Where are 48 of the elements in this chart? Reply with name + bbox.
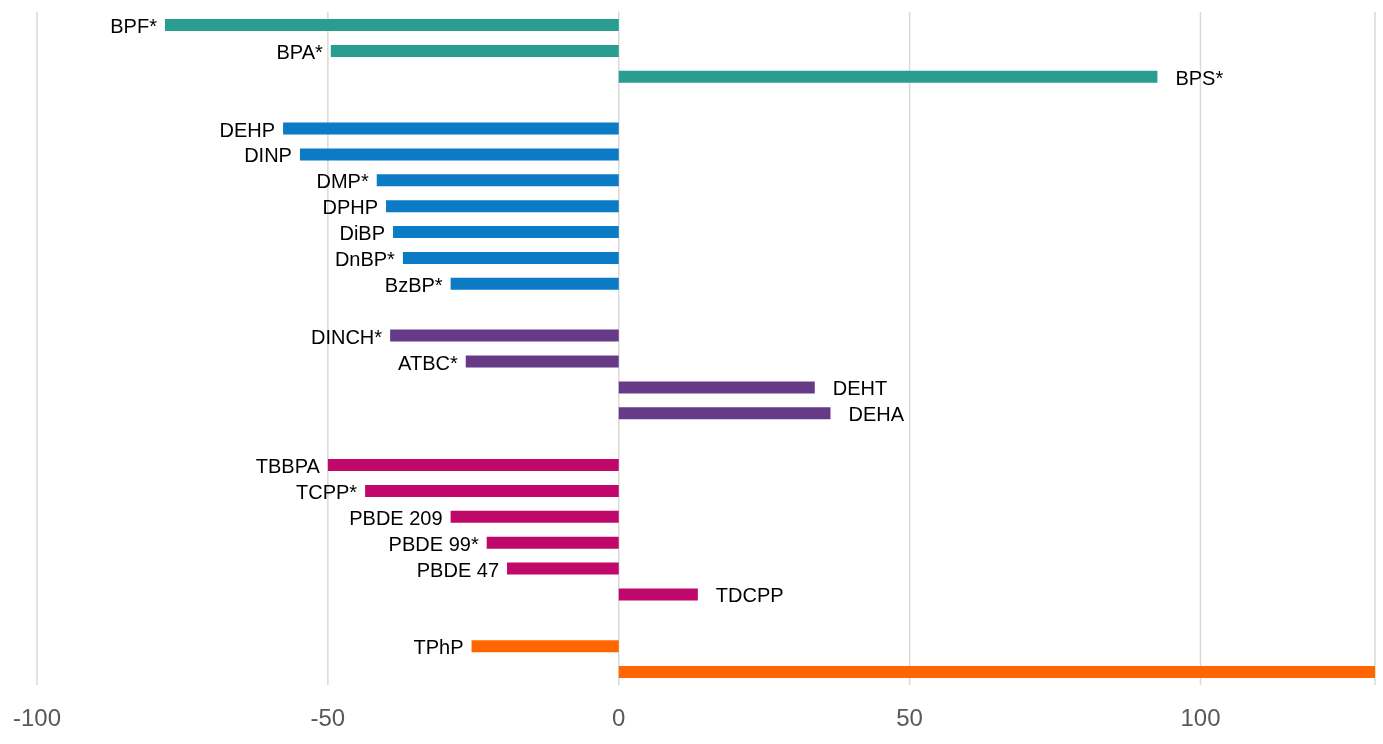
bar [390, 329, 619, 342]
bar [299, 148, 619, 161]
x-tick-label: -100 [12, 704, 62, 732]
bar [618, 666, 1375, 679]
y-tick-label: TCPP* [295, 480, 358, 503]
bar [507, 562, 619, 575]
x-tick-label: -50 [310, 704, 346, 732]
x-tick-label: 0 [612, 704, 626, 732]
y-tick-label: DEHA [848, 403, 905, 426]
y-tick-label: TBBPA [255, 455, 321, 478]
y-tick-label: BzBP* [384, 273, 443, 296]
bar [465, 355, 619, 368]
y-tick-label: BPF* [110, 15, 158, 37]
y-tick-label: DEHP [219, 118, 276, 141]
bar [330, 44, 619, 57]
y-tick-label: DnBP* [334, 247, 396, 270]
y-tick-label: DMP* [316, 170, 369, 193]
bar [376, 174, 619, 187]
y-tick-label: TPhP [413, 636, 464, 659]
bar [327, 459, 619, 472]
bar [450, 510, 619, 523]
y-tick-label: DINCH* [310, 325, 383, 348]
bar [393, 226, 619, 239]
bar [386, 200, 619, 213]
y-tick-label: PBDE 209 [349, 506, 443, 529]
x-tick-label: 50 [896, 704, 923, 732]
y-tick-label: BPA* [276, 40, 323, 63]
bar [450, 277, 619, 290]
bar [365, 484, 619, 497]
y-tick-label: DPHP [322, 196, 379, 219]
bar [402, 251, 619, 264]
y-tick-label: DEHT [832, 377, 888, 400]
bar [618, 381, 815, 394]
bar [618, 407, 831, 420]
y-tick-label: BPS* [1175, 66, 1224, 89]
bar [283, 122, 619, 135]
y-tick-label: DiBP [339, 222, 386, 245]
bar [618, 70, 1158, 83]
y-tick-label: PBDE 47 [416, 558, 500, 581]
y-tick-label: TDCPP [715, 584, 784, 607]
y-tick-label: PBDE 99* [388, 532, 479, 555]
y-tick-label: DINP [244, 144, 292, 167]
bar [618, 588, 698, 601]
bar [164, 19, 619, 31]
y-tick-label: ATBC* [398, 351, 458, 374]
bar [471, 640, 619, 653]
bar [486, 536, 619, 549]
x-tick-label: 100 [1180, 704, 1221, 732]
